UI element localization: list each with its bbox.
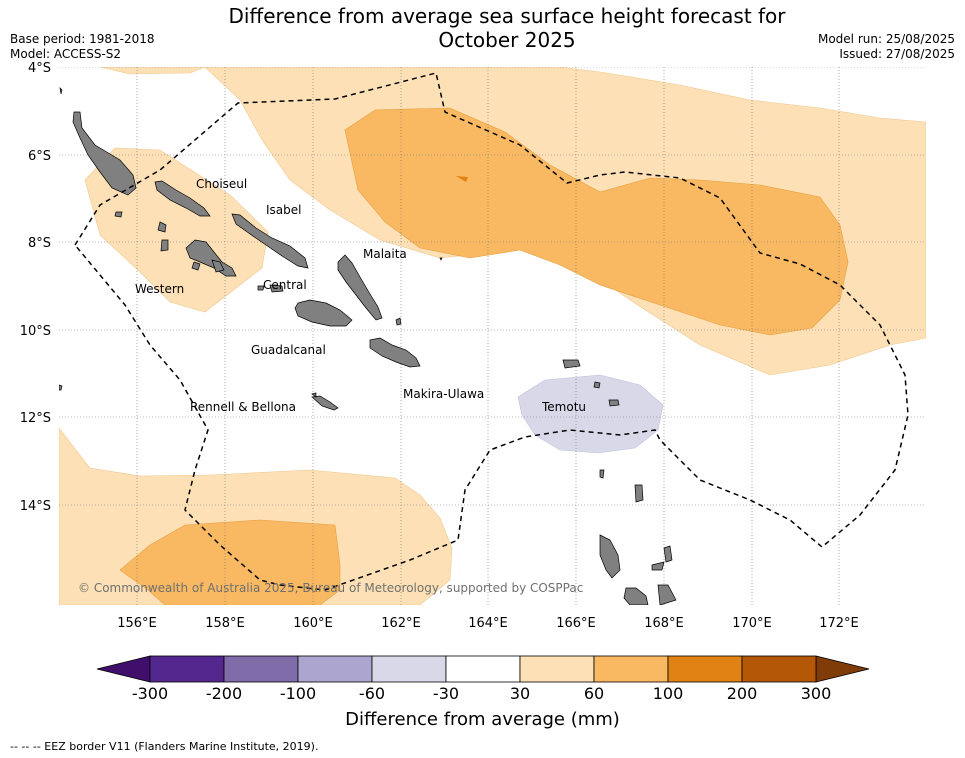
island-small-w — [59, 384, 63, 391]
title-line-1: Difference from average sea surface heig… — [228, 4, 786, 28]
island-vanikoro — [608, 399, 620, 407]
island-banks — [634, 484, 644, 503]
longitude-labels: 156°E 158°E 160°E 162°E 164°E 166°E 168°… — [117, 616, 859, 631]
lon-label: 166°E — [556, 616, 596, 631]
eez-legend-note: -- -- -- EEZ border V11 (Flanders Marine… — [10, 740, 319, 753]
lat-label: 12°S — [20, 411, 51, 426]
model-run: Model run: 25/08/2025 — [817, 32, 955, 46]
model-name: Model: ACCESS-S2 — [10, 47, 122, 61]
lon-label: 164°E — [468, 616, 508, 631]
island-rendova — [191, 261, 201, 271]
island-maewo — [663, 545, 673, 563]
colorbar-segment — [741, 655, 817, 683]
island-shortland — [114, 211, 123, 218]
copyright-notice: © Commonwealth of Australia 2025, Bureau… — [78, 581, 583, 595]
issued-date: Issued: 27/08/2025 — [839, 47, 955, 61]
colorbar-segment — [445, 655, 521, 683]
lon-label: 170°E — [732, 616, 772, 631]
colorbar-arrow-low — [96, 655, 151, 683]
colorbar-segment — [519, 655, 595, 683]
label-choiseul: Choiseul — [196, 177, 247, 191]
island-new-georgia — [185, 239, 237, 277]
colorbar-tick-label: -300 — [132, 684, 168, 700]
label-central: Central — [263, 278, 307, 292]
island-pentecost — [657, 584, 677, 605]
island-buka — [59, 86, 63, 95]
colorbar-segment — [149, 655, 225, 683]
label-malaita: Malaita — [363, 247, 407, 261]
anomaly-60-100-south — [119, 519, 341, 605]
island-sikaiana — [439, 257, 443, 261]
colorbar-tick-label: -60 — [359, 684, 385, 700]
base-period: Base period: 1981-2018 — [10, 32, 155, 46]
islands — [59, 86, 677, 605]
lat-label: 14°S — [20, 499, 51, 514]
lat-label: 8°S — [28, 236, 51, 251]
label-western: Western — [135, 282, 184, 296]
map-title: Difference from average sea surface heig… — [0, 4, 965, 52]
label-isabel: Isabel — [266, 203, 301, 217]
island-kolombangara — [160, 239, 169, 252]
colorbar-segment — [667, 655, 743, 683]
island-ulawa — [395, 317, 402, 326]
island-russell — [257, 285, 265, 291]
island-isabel — [231, 213, 309, 269]
colorbar-tick-label: 30 — [510, 684, 530, 700]
colorbar-segment — [223, 655, 299, 683]
island-bougainville — [72, 111, 137, 196]
colorbar-title: Difference from average (mm) — [345, 709, 620, 730]
island-choiseul — [154, 180, 211, 217]
anomaly-60-100-north — [344, 107, 849, 336]
island-florida — [269, 284, 284, 293]
island-rennell — [311, 395, 339, 411]
colorbar-tick-label: -200 — [206, 684, 242, 700]
map-figure: Choiseul Isabel Malaita Western Central … — [20, 61, 926, 700]
island-vangunu — [211, 259, 225, 273]
colorbar-tick-label: 60 — [584, 684, 604, 700]
island-torres — [599, 469, 605, 479]
lon-label: 172°E — [819, 616, 859, 631]
island-makira — [369, 337, 421, 368]
island-malekula — [623, 587, 649, 605]
anomaly-30-60-north-lobe — [99, 67, 206, 75]
colorbar-segment — [297, 655, 373, 683]
island-vanuatu-north — [599, 534, 621, 579]
island-malaita — [337, 254, 383, 321]
island-bellona — [311, 392, 317, 398]
eez-border — [74, 72, 909, 591]
colorbar-segment — [371, 655, 447, 683]
island-ndeni — [593, 381, 601, 389]
lon-label: 168°E — [644, 616, 684, 631]
colorbar: -300 -200 -100 -60 -30 30 60 100 200 300 — [96, 655, 870, 700]
lon-label: 156°E — [117, 616, 157, 631]
anomaly-100-200-spot — [456, 176, 468, 182]
meta-right: Model run: 25/08/2025 Issued: 27/08/2025 — [818, 32, 955, 62]
colorbar-tick-label: 100 — [653, 684, 684, 700]
province-labels: Choiseul Isabel Malaita Western Central … — [135, 177, 586, 414]
lat-label: 6°S — [28, 149, 51, 164]
lat-label: 10°S — [20, 324, 51, 339]
colorbar-tick-label: 300 — [801, 684, 832, 700]
lon-label: 160°E — [293, 616, 333, 631]
colorbar-arrow-high — [815, 655, 870, 683]
colorbar-tick-label: 200 — [727, 684, 758, 700]
label-makira-ulawa: Makira-Ulawa — [403, 387, 484, 401]
island-vella-lavella — [157, 221, 167, 233]
colorbar-tick-label: -100 — [280, 684, 316, 700]
island-santa-cruz-north — [562, 359, 581, 369]
label-rennell-bellona: Rennell & Bellona — [190, 400, 296, 414]
island-ambae — [651, 561, 665, 571]
map-area: Choiseul Isabel Malaita Western Central … — [59, 67, 926, 605]
island-guadalcanal — [294, 299, 353, 327]
title-line-2: October 2025 — [438, 28, 576, 52]
colorbar-tick-label: -30 — [433, 684, 459, 700]
meta-left: Base period: 1981-2018 Model: ACCESS-S2 — [10, 32, 155, 62]
lon-label: 158°E — [205, 616, 245, 631]
lon-label: 162°E — [381, 616, 421, 631]
label-temotu: Temotu — [541, 400, 586, 414]
label-guadalcanal: Guadalcanal — [251, 343, 326, 357]
latitude-labels: 4°S 6°S 8°S 10°S 12°S 14°S — [20, 61, 51, 514]
colorbar-segment — [593, 655, 669, 683]
lat-label: 4°S — [28, 61, 51, 76]
